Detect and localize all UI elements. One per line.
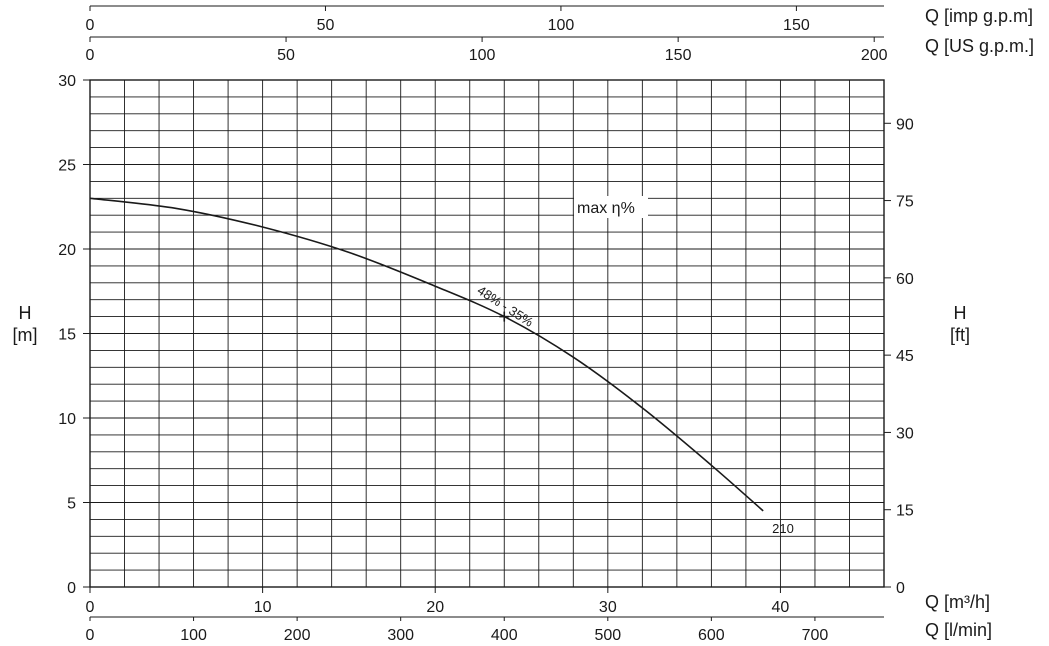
x-tick-label-lmin: 100	[180, 627, 207, 644]
y-axis-title-ft-line2: [ft]	[950, 325, 970, 345]
grid	[90, 80, 884, 587]
curves	[89, 197, 764, 512]
y-tick-label-m: 30	[58, 73, 76, 90]
y-axis-title-m-line1: H	[19, 303, 32, 323]
x-tick-label-lmin: 600	[698, 627, 725, 644]
x-tick-label-imp-gpm: 50	[317, 17, 335, 34]
x-tick-label-m3h: 20	[426, 599, 444, 616]
x-axis-title-lmin: Q [l/min]	[925, 620, 992, 640]
y-axis-title-m-line2: [m]	[13, 325, 38, 345]
x-tick-label-m3h: 0	[86, 599, 95, 616]
x-tick-label-us-gpm: 200	[861, 47, 888, 64]
x-tick-label-lmin: 300	[387, 627, 414, 644]
x-tick-label-m3h: 40	[772, 599, 790, 616]
x-tick-label-lmin: 700	[802, 627, 829, 644]
x-axis-title-us-gpm: Q [US g.p.m.]	[925, 36, 1034, 56]
y-tick-label-ft: 0	[896, 580, 905, 597]
y-tick-label-m: 0	[67, 580, 76, 597]
x-tick-label-m3h: 30	[599, 599, 617, 616]
y-tick-label-m: 15	[58, 327, 76, 344]
x-tick-label-lmin: 500	[594, 627, 621, 644]
max-eta-label: max η%	[577, 200, 635, 217]
y-tick-label-ft: 75	[896, 194, 914, 211]
y-axis-title-ft-line1: H	[954, 303, 967, 323]
x-tick-label-m3h: 10	[254, 599, 272, 616]
x-tick-label-us-gpm: 50	[277, 47, 295, 64]
y-tick-label-ft: 45	[896, 348, 914, 365]
y-tick-label-ft: 30	[896, 425, 914, 442]
x-tick-label-us-gpm: 0	[86, 47, 95, 64]
y-tick-label-m: 5	[67, 496, 76, 513]
x-tick-label-us-gpm: 100	[469, 47, 496, 64]
pump-curve-210	[89, 197, 764, 512]
y-tick-label-m: 10	[58, 411, 76, 428]
y-tick-label-m: 20	[58, 242, 76, 259]
x-tick-label-imp-gpm: 0	[86, 17, 95, 34]
max-eta-label-bg	[574, 196, 648, 218]
x-tick-label-us-gpm: 150	[665, 47, 692, 64]
x-axis-title-imp-gpm: Q [imp g.p.m]	[925, 6, 1033, 26]
x-tick-label-lmin: 200	[284, 627, 311, 644]
y-tick-label-ft: 15	[896, 503, 914, 520]
y-tick-label-ft: 60	[896, 271, 914, 288]
curve-label-210: 210	[772, 521, 794, 536]
x-tick-label-imp-gpm: 150	[783, 17, 810, 34]
x-tick-label-lmin: 0	[86, 627, 95, 644]
y-tick-label-m: 25	[58, 158, 76, 175]
x-tick-label-lmin: 400	[491, 627, 518, 644]
x-axis-title-m3h: Q [m³/h]	[925, 592, 990, 612]
y-tick-label-ft: 90	[896, 116, 914, 133]
x-tick-label-imp-gpm: 100	[548, 17, 575, 34]
